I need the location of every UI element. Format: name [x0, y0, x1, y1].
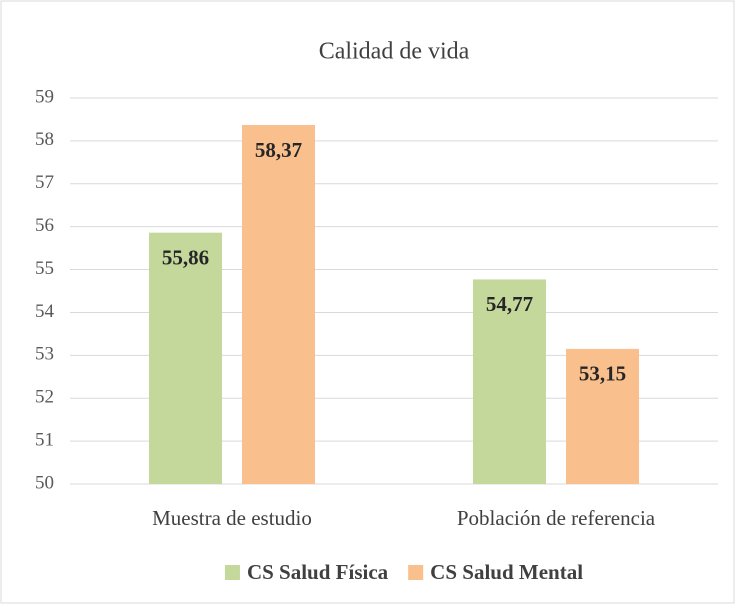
chart-title: Calidad de vida	[319, 39, 470, 65]
data-label: 53,15	[579, 362, 626, 386]
x-tick-label: Población de referencia	[457, 506, 656, 530]
y-tick-label: 54	[35, 301, 55, 322]
data-label: 55,86	[162, 245, 209, 269]
legend-label: CS Salud Mental	[430, 560, 583, 584]
y-tick-label: 57	[35, 172, 54, 193]
bar	[566, 348, 639, 484]
y-tick-label: 59	[35, 86, 54, 107]
y-tick-label: 51	[35, 429, 54, 450]
legend-swatch	[224, 565, 240, 580]
bar	[149, 232, 222, 484]
legend-swatch	[408, 565, 424, 580]
bar	[473, 279, 546, 484]
bar	[242, 125, 315, 485]
y-tick-label: 55	[35, 258, 54, 279]
y-tick-label: 50	[35, 472, 54, 493]
legend-label: CS Salud Física	[247, 560, 389, 584]
x-tick-label: Muestra de estudio	[152, 506, 312, 530]
y-tick-label: 56	[35, 215, 54, 236]
y-tick-label: 58	[35, 129, 54, 150]
data-label: 54,77	[486, 292, 533, 316]
y-tick-label: 53	[35, 344, 54, 365]
data-label: 58,37	[255, 138, 302, 162]
y-tick-label: 52	[35, 387, 54, 408]
